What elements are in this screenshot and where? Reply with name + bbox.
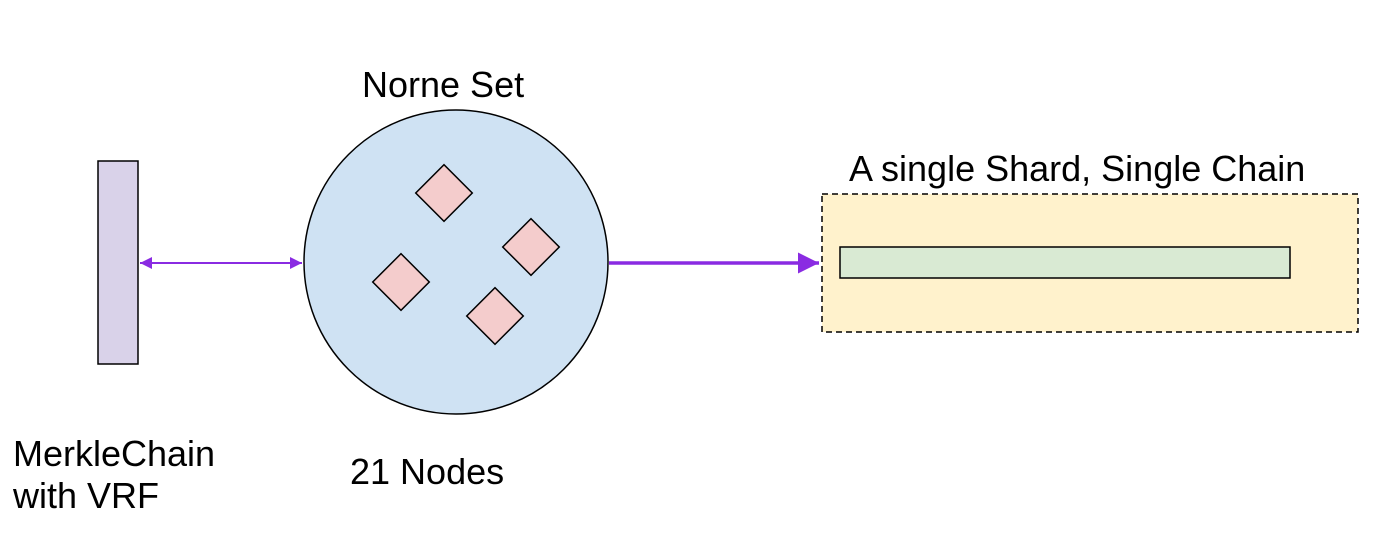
merklechain-bar bbox=[97, 160, 139, 365]
merklechain-label-line2: with VRF bbox=[12, 475, 159, 516]
node-diamond bbox=[465, 286, 525, 346]
node-diamond bbox=[414, 163, 474, 223]
node-diamond bbox=[371, 252, 431, 312]
norne-set-circle bbox=[303, 109, 609, 415]
single-chain-bar bbox=[839, 246, 1291, 279]
merklechain-label-line1: MerkleChain bbox=[13, 433, 215, 474]
norne-set-label: Norne Set bbox=[362, 64, 524, 105]
node-diamond bbox=[501, 217, 561, 277]
nodes-count-label: 21 Nodes bbox=[350, 451, 504, 492]
shard-label: A single Shard, Single Chain bbox=[849, 148, 1305, 189]
